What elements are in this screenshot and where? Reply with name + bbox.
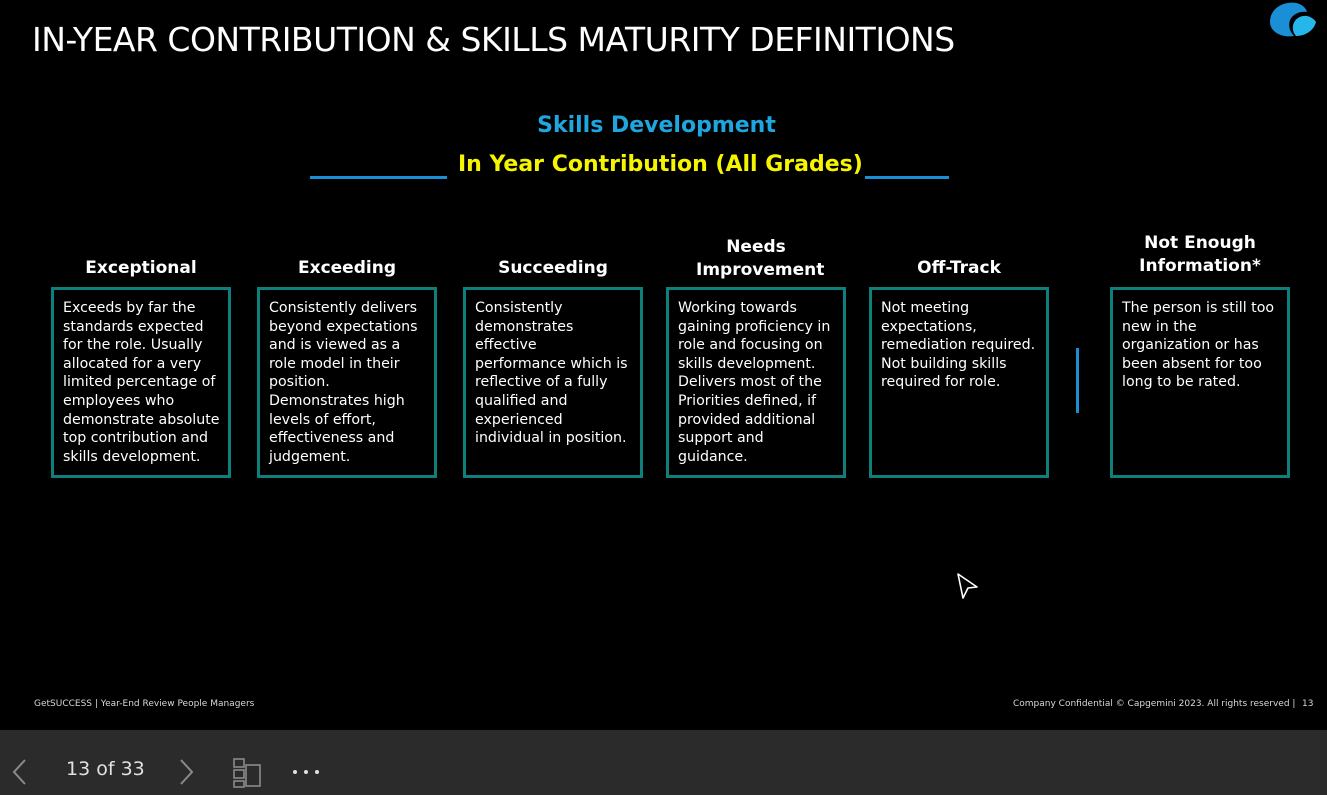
category-description-box: Consistently delivers beyond expectation… [257,287,437,478]
heading-rule-right [865,176,949,179]
category-exceptional: Exceptional [51,0,231,280]
presentation-toolbar: 13 of 33 [0,730,1327,795]
category-off-track: Off-Track [869,0,1049,280]
category-description-box: Exceeds by far the standards expected fo… [51,287,231,478]
category-needs-improvement: Needs Improvement [666,0,846,282]
more-icon[interactable] [292,768,322,776]
thumbnails-icon[interactable] [232,758,262,788]
category-label: Succeeding [498,258,608,278]
mouse-pointer-icon [957,573,978,599]
chevron-left-icon[interactable] [10,757,30,787]
capgemini-logo [1270,2,1316,37]
slide: IN-YEAR CONTRIBUTION & SKILLS MATURITY D… [0,0,1327,709]
category-description-box: Consistently demonstrates effective perf… [463,287,643,478]
category-description-box: Working towards gaining proficiency in r… [666,287,846,478]
category-label: Exceeding [298,258,396,278]
category-divider [1076,348,1079,413]
slide-title: IN-YEAR CONTRIBUTION & SKILLS MATURITY D… [32,20,955,59]
category-label: Exceptional [85,258,197,278]
in-year-contribution-heading: In Year Contribution (All Grades) [458,152,863,177]
footer-right: Company Confidential © Capgemini 2023. A… [1013,699,1296,709]
category-description-box: The person is still too new in the organ… [1110,287,1290,478]
category-not-enough-information: Not Enough Information* [1110,0,1290,278]
slide-number: 13 [1302,699,1314,709]
footer-left: GetSUCCESS | Year-End Review People Mana… [34,699,255,709]
category-succeeding: Succeeding [463,0,643,280]
skills-development-subheading: Skills Development [537,113,776,138]
chevron-right-icon[interactable] [176,757,196,787]
category-label: Off-Track [917,258,1001,278]
heading-rule-left [310,176,447,179]
category-label: Not Enough Information* [1139,233,1261,276]
category-label: Needs Improvement [696,237,825,280]
heading-row: In Year Contribution (All Grades) [0,152,1327,182]
category-exceeding: Exceeding [257,0,437,280]
category-description-box: Not meeting expectations, remediation re… [869,287,1049,478]
page-counter: 13 of 33 [66,758,145,780]
